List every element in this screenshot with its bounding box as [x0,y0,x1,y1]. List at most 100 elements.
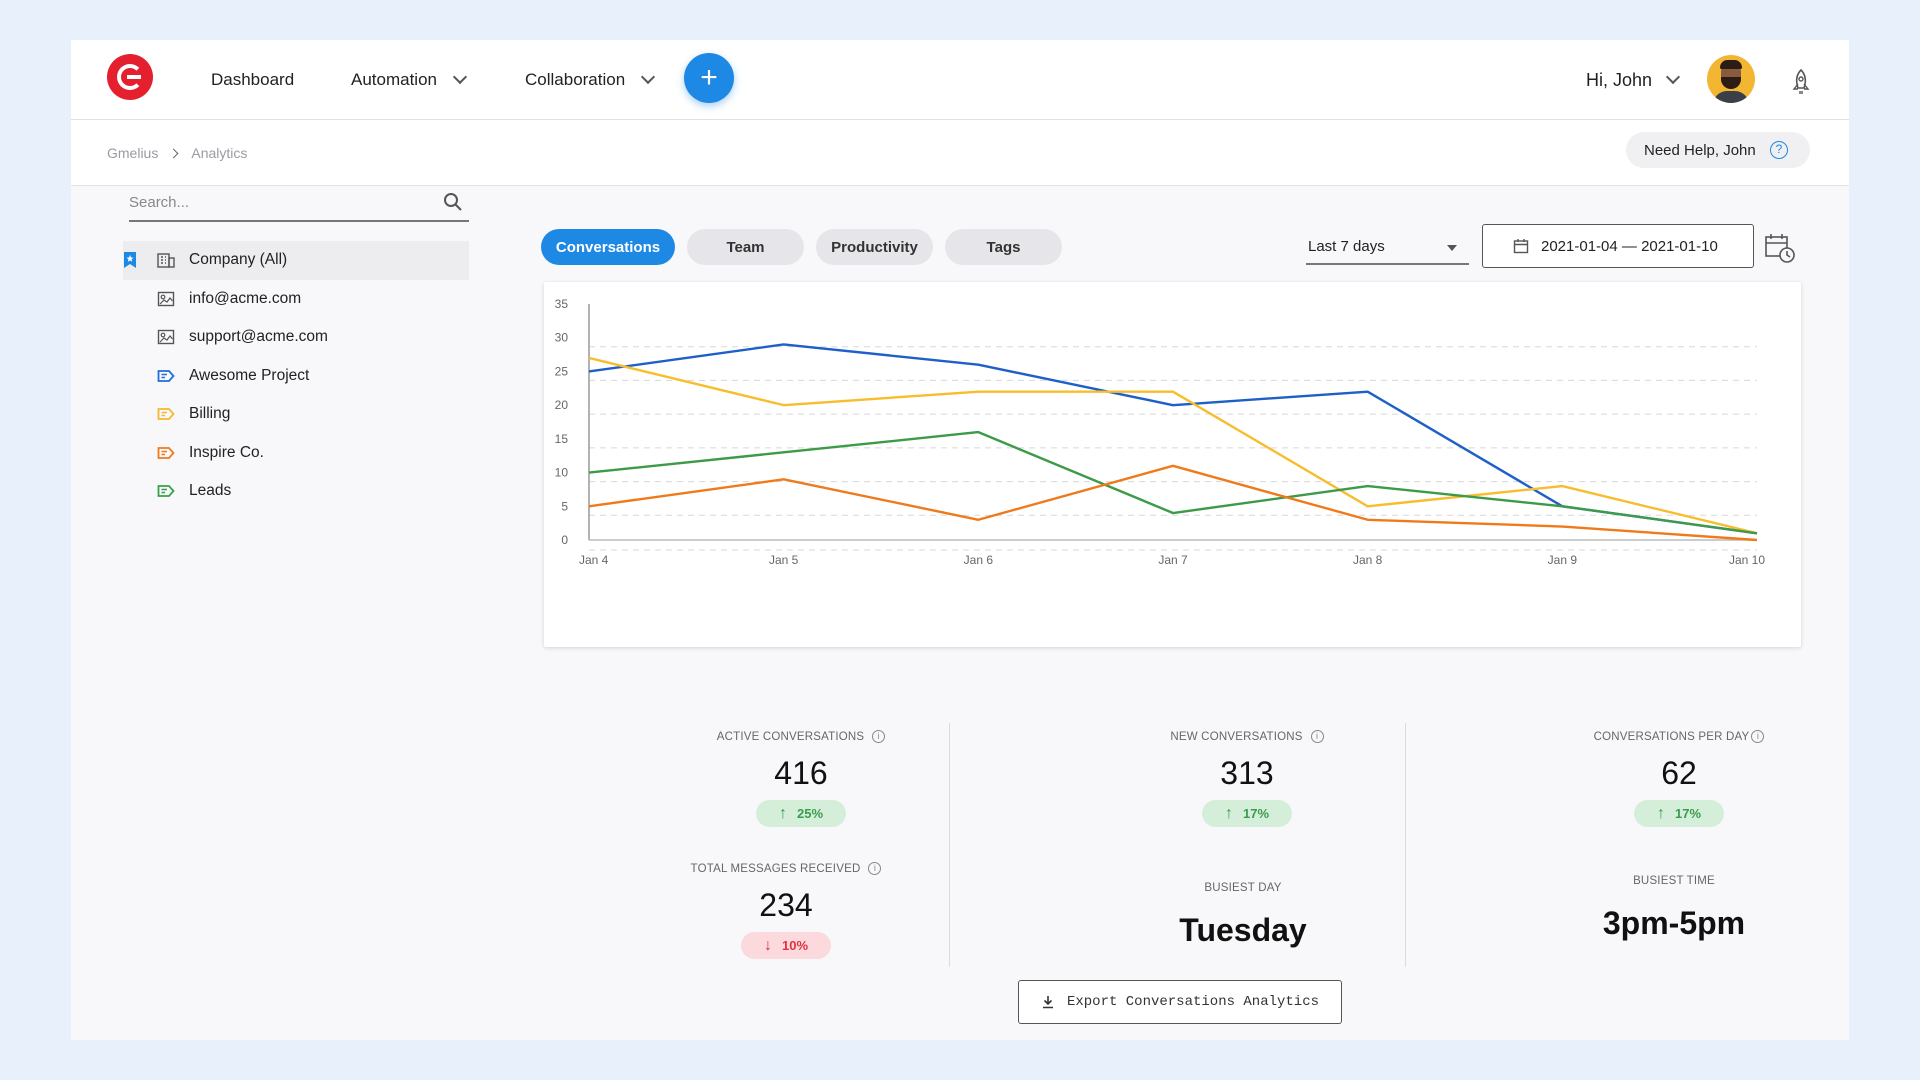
conversations-chart: 0 5 10 15 20 25 30 35 Jan 4 Jan 5 Jan 6 Jan 7 Jan 8 J… [544,282,1801,647]
x-tick-label: Jan 7 [1158,553,1188,567]
nav-automation-label: Automation [351,70,437,89]
inbox-icon [157,291,189,307]
search-box [129,186,469,222]
breadcrumb-root[interactable]: Gmelius [107,145,159,161]
info-icon[interactable]: i [872,730,886,743]
nav-dashboard[interactable]: Dashboard [211,40,294,120]
stat-busiest-time-label: BUSIEST TIME [1633,875,1715,887]
stat-busiest-time-value: 3pm-5pm [1602,905,1746,941]
tab-team[interactable]: Team [687,229,804,265]
create-button[interactable]: + [684,53,734,103]
info-icon[interactable]: i [1310,730,1324,743]
breadcrumb-bar: Gmelius Analytics [71,120,1849,186]
stat-active-label: ACTIVE CONVERSATIONS [716,730,865,743]
sidebar-item-label: info@acme.com [189,289,302,307]
sidebar-item-label: Inspire Co. [189,443,264,461]
series-line-1 [588,356,1758,535]
chevron-down-icon [452,69,468,85]
sidebar-item[interactable]: Leads [123,472,469,511]
sidebar-item[interactable]: Billing [123,395,469,434]
tab-productivity[interactable]: Productivity [816,229,933,265]
export-label: Export Conversations Analytics [1066,994,1320,1010]
tab-conversations[interactable]: Conversations [541,229,675,265]
divider [949,723,950,967]
rocket-icon[interactable] [1789,68,1813,96]
calendar-icon [1513,239,1529,254]
avatar[interactable] [1707,55,1755,103]
export-button[interactable]: Export Conversations Analytics [1018,980,1342,1024]
y-tick-label: 35 [555,297,569,311]
stat-active-value: 416 [774,755,828,791]
x-tick-label: Jan 10 [1729,553,1765,567]
sidebar-item[interactable]: info@acme.com [123,280,469,319]
x-tick-label: Jan 4 [579,553,609,567]
sidebar-item[interactable]: Awesome Project [123,357,469,396]
sidebar-item-label: Billing [189,405,231,423]
info-icon[interactable]: i [1751,730,1765,743]
top-bar: Dashboard Automation Collaboration + Hi,… [71,40,1849,120]
stat-active-change-badge: ↑ 25% [756,800,846,827]
info-icon[interactable]: i [868,862,882,875]
line-chart: 0 5 10 15 20 25 30 35 Jan 4 Jan 5 Jan 6 Jan 7 Jan 8 J… [555,297,1766,567]
y-tick-label: 0 [561,533,568,547]
stat-messages-change: 10% [781,938,809,953]
x-tick-label: Jan 5 [769,553,799,567]
date-range-field[interactable]: 2021-01-04 — 2021-01-10 [1482,224,1754,268]
tab-tags[interactable]: Tags [945,229,1062,265]
help-label: Need Help, John [1644,141,1756,159]
stat-busiest-day: BUSIEST DAY Tuesday [1053,882,1433,949]
arrow-up-icon: ↑ [1656,804,1665,822]
inbox-icon [157,329,189,345]
x-tick-label: Jan 8 [1353,553,1383,567]
stat-per-day-value: 62 [1661,755,1697,791]
stat-messages-value: 234 [759,887,813,923]
help-button[interactable]: Need Help, John ? [1626,132,1810,168]
stat-messages-label: TOTAL MESSAGES RECEIVED [690,862,861,875]
stat-busiest-time: BUSIEST TIME 3pm-5pm [1484,875,1864,942]
nav-dashboard-label: Dashboard [211,70,295,89]
sidebar-item-label: Company (All) [189,251,288,269]
search-icon[interactable] [443,192,463,212]
sidebar-item[interactable]: support@acme.com [123,318,469,357]
stat-total-messages: TOTAL MESSAGES RECEIVED i 234 ↓ 10% [596,862,976,959]
label-icon [157,368,189,384]
chevron-down-icon [641,69,656,85]
stat-new-change: 17% [1242,806,1270,821]
y-tick-label: 20 [555,398,569,412]
date-range-value: 2021-01-04 — 2021-01-10 [1541,237,1718,255]
gmelius-logo[interactable] [107,54,153,100]
search-input[interactable] [129,186,419,218]
nav-collaboration-label: Collaboration [525,70,626,89]
divider [1405,723,1406,967]
series-line-2 [588,430,1758,535]
caret-down-icon [1447,245,1457,251]
range-select[interactable]: Last 7 days [1306,229,1469,265]
y-tick-label: 25 [555,364,569,378]
sidebar-item-label: support@acme.com [189,328,328,346]
app-window: Dashboard Automation Collaboration + Hi,… [71,40,1849,1040]
label-icon [157,483,189,499]
question-icon: ? [1770,141,1788,159]
sidebar-item-label: Leads [189,482,232,500]
y-tick-label: 10 [555,466,569,480]
nav-automation[interactable]: Automation [351,40,468,120]
stat-per-day-change-badge: ↑ 17% [1634,800,1724,827]
nav-collaboration[interactable]: Collaboration [525,40,656,120]
sidebar-item[interactable]: Company (All) [123,241,469,280]
stat-new-label: NEW CONVERSATIONS [1170,730,1303,743]
chevron-right-icon [168,148,179,158]
user-menu[interactable]: Hi, John [1586,40,1681,120]
y-tick-label: 5 [561,499,568,513]
sidebar-item[interactable]: Inspire Co. [123,434,469,473]
stat-new-change-badge: ↑ 17% [1202,800,1292,827]
breadcrumb-current: Analytics [191,145,248,161]
x-tick-label: Jan 6 [964,553,994,567]
stat-busiest-day-label: BUSIEST DAY [1204,882,1282,894]
stat-new-conversations: NEW CONVERSATIONS i 313 ↑ 17% [1057,730,1437,827]
range-select-value: Last 7 days [1308,237,1385,255]
x-tick-label: Jan 9 [1548,553,1578,567]
user-greeting: Hi, John [1586,69,1653,90]
bookmark-icon[interactable] [123,251,137,269]
calendar-clock-icon[interactable] [1764,232,1796,264]
stat-per-day-label: CONVERSATIONS PER DAY [1593,730,1750,743]
